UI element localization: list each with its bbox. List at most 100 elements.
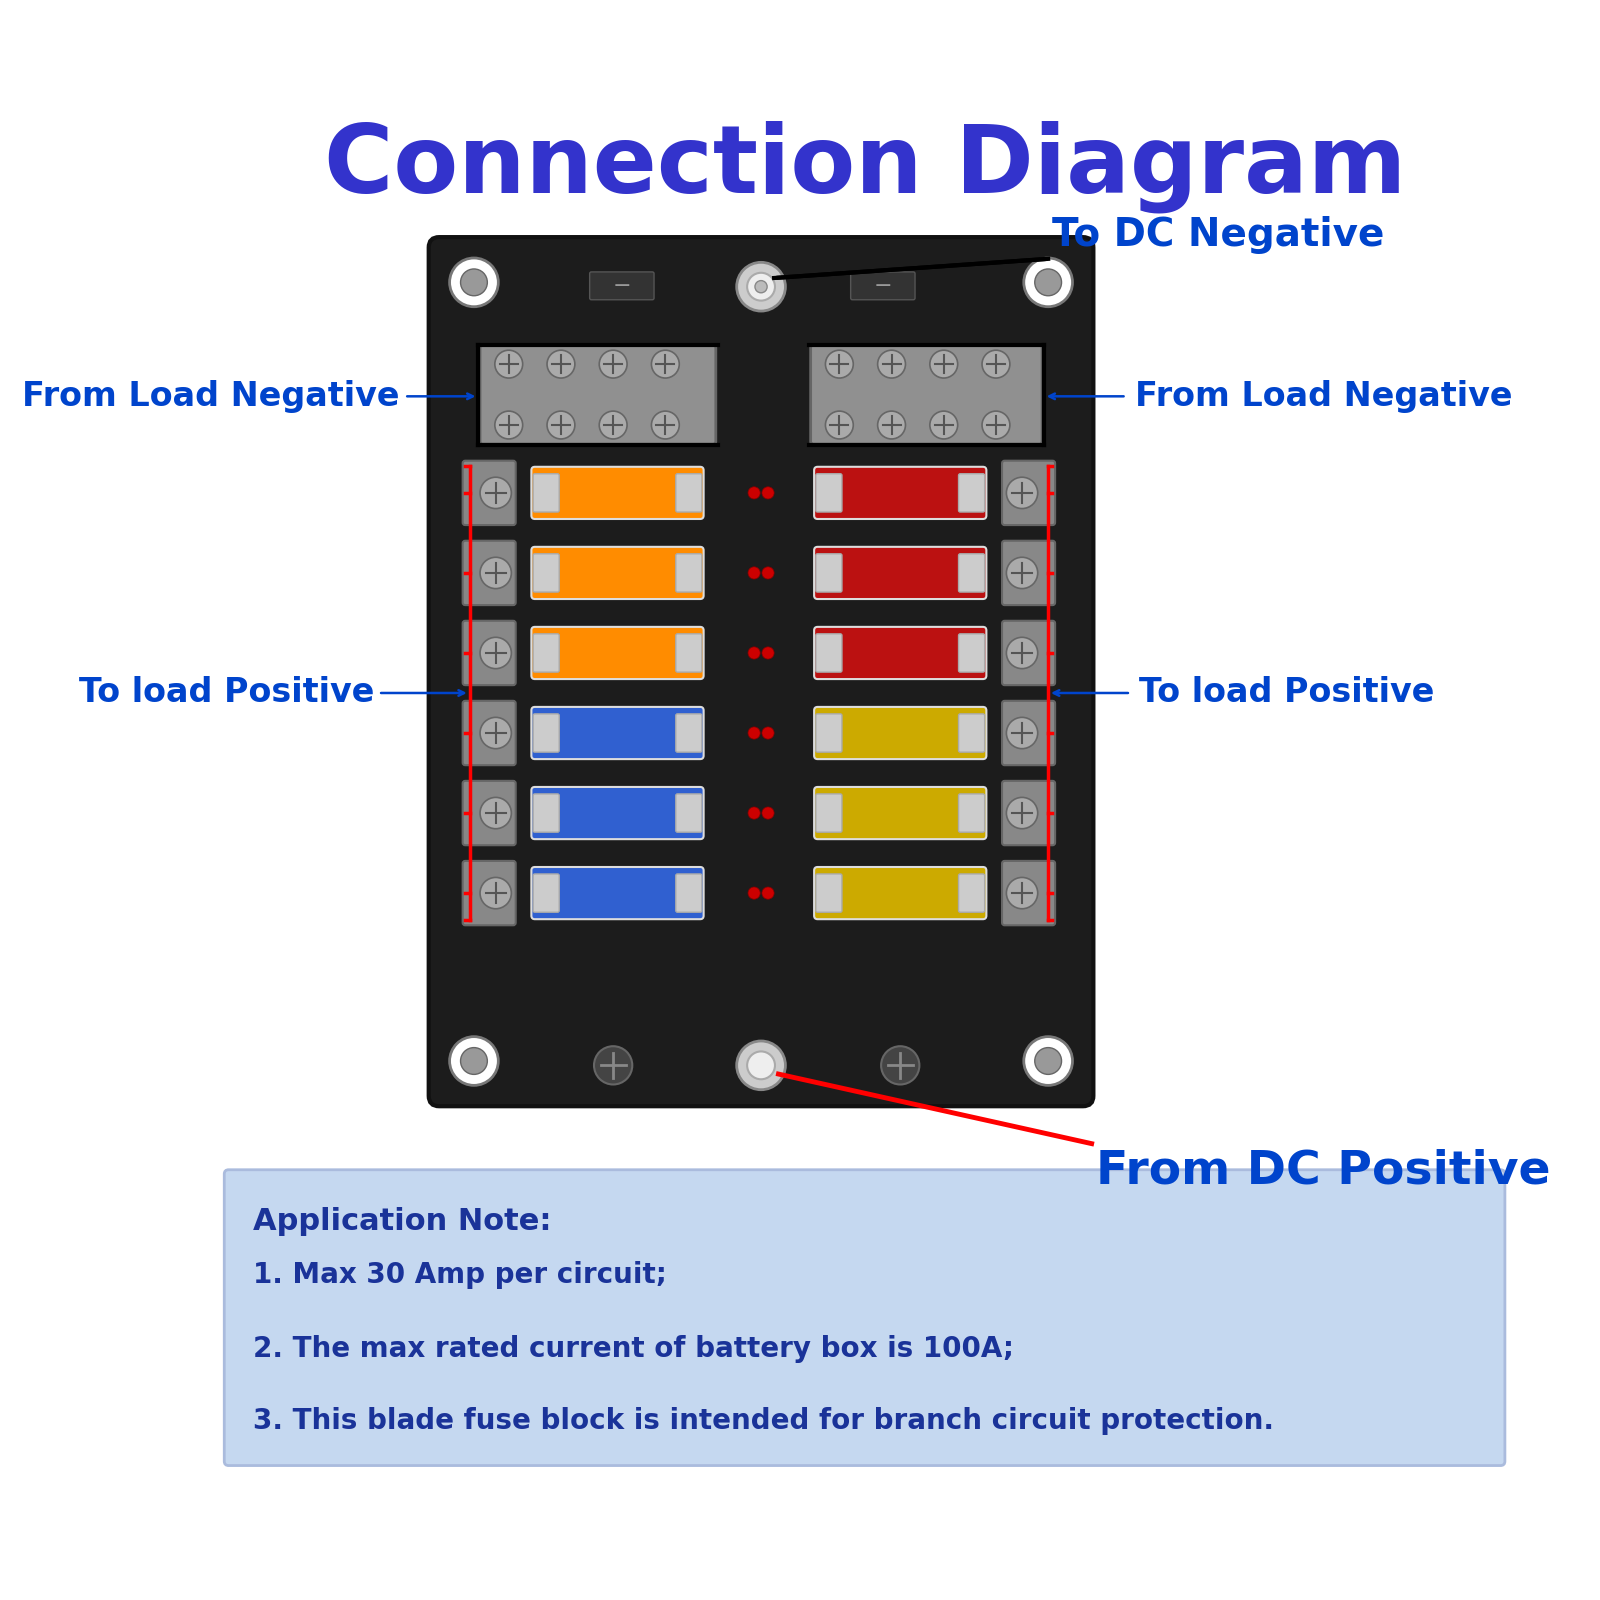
Text: To DC Negative: To DC Negative [1053,216,1386,254]
Circle shape [1024,258,1072,307]
FancyBboxPatch shape [1002,621,1054,685]
FancyBboxPatch shape [816,794,842,832]
Circle shape [480,477,512,509]
Circle shape [747,272,774,301]
FancyBboxPatch shape [816,554,842,592]
FancyBboxPatch shape [533,794,560,832]
FancyBboxPatch shape [958,474,984,512]
FancyBboxPatch shape [533,554,560,592]
Circle shape [480,637,512,669]
Circle shape [1006,477,1038,509]
FancyBboxPatch shape [816,634,842,672]
FancyBboxPatch shape [1002,861,1054,925]
Circle shape [1006,797,1038,829]
Circle shape [747,886,760,899]
FancyBboxPatch shape [462,461,515,525]
Circle shape [547,411,574,438]
FancyBboxPatch shape [531,787,704,838]
FancyBboxPatch shape [814,467,986,518]
Circle shape [450,258,498,307]
Circle shape [755,280,766,293]
FancyBboxPatch shape [429,237,1093,1106]
FancyBboxPatch shape [1002,781,1054,845]
Circle shape [826,350,853,378]
FancyBboxPatch shape [531,707,704,758]
FancyBboxPatch shape [533,874,560,912]
Circle shape [547,350,574,378]
FancyBboxPatch shape [958,714,984,752]
Circle shape [878,350,906,378]
Circle shape [450,1037,498,1085]
Text: Application Note:: Application Note: [253,1206,552,1237]
Text: −: − [874,275,893,296]
Circle shape [762,886,774,899]
Text: To load Positive: To load Positive [1139,677,1435,709]
Text: Connection Diagram: Connection Diagram [325,120,1406,213]
Circle shape [747,1051,774,1080]
Circle shape [480,877,512,909]
FancyBboxPatch shape [816,714,842,752]
FancyBboxPatch shape [816,874,842,912]
FancyBboxPatch shape [533,634,560,672]
Text: From Load Negative: From Load Negative [1134,379,1512,413]
Circle shape [736,1042,786,1090]
FancyBboxPatch shape [814,707,986,758]
Circle shape [982,411,1010,438]
Circle shape [762,806,774,819]
Circle shape [1006,637,1038,669]
Circle shape [762,646,774,659]
Circle shape [747,486,760,499]
Circle shape [480,717,512,749]
Text: 2. The max rated current of battery box is 100A;: 2. The max rated current of battery box … [253,1334,1014,1363]
Text: 3. This blade fuse block is intended for branch circuit protection.: 3. This blade fuse block is intended for… [253,1408,1274,1435]
FancyBboxPatch shape [675,554,702,592]
FancyBboxPatch shape [224,1170,1506,1466]
Circle shape [762,566,774,579]
Circle shape [1035,269,1061,296]
Circle shape [494,411,523,438]
FancyBboxPatch shape [958,554,984,592]
Circle shape [651,411,680,438]
Circle shape [826,411,853,438]
Circle shape [736,262,786,310]
FancyBboxPatch shape [675,714,702,752]
FancyBboxPatch shape [1002,541,1054,605]
Text: From Load Negative: From Load Negative [22,379,400,413]
Circle shape [600,350,627,378]
Text: To load Positive: To load Positive [78,677,374,709]
Circle shape [480,797,512,829]
Circle shape [747,646,760,659]
FancyBboxPatch shape [851,272,915,299]
FancyBboxPatch shape [814,867,986,918]
FancyBboxPatch shape [814,547,986,598]
Circle shape [878,411,906,438]
Text: From DC Positive: From DC Positive [1096,1149,1550,1194]
FancyBboxPatch shape [675,474,702,512]
Circle shape [930,411,958,438]
FancyBboxPatch shape [531,867,704,918]
FancyBboxPatch shape [958,634,984,672]
Circle shape [600,411,627,438]
FancyBboxPatch shape [462,621,515,685]
Circle shape [982,350,1010,378]
FancyBboxPatch shape [462,861,515,925]
Circle shape [494,350,523,378]
Circle shape [461,1048,488,1074]
FancyBboxPatch shape [816,474,842,512]
FancyBboxPatch shape [533,714,560,752]
Circle shape [762,726,774,739]
Circle shape [882,1046,920,1085]
FancyBboxPatch shape [462,781,515,845]
FancyBboxPatch shape [590,272,654,299]
FancyBboxPatch shape [480,346,715,445]
Circle shape [594,1046,632,1085]
Circle shape [930,350,958,378]
Circle shape [651,350,680,378]
Circle shape [461,269,488,296]
FancyBboxPatch shape [811,346,1042,445]
FancyBboxPatch shape [958,794,984,832]
FancyBboxPatch shape [462,701,515,765]
FancyBboxPatch shape [1002,461,1054,525]
FancyBboxPatch shape [675,794,702,832]
FancyBboxPatch shape [958,874,984,912]
